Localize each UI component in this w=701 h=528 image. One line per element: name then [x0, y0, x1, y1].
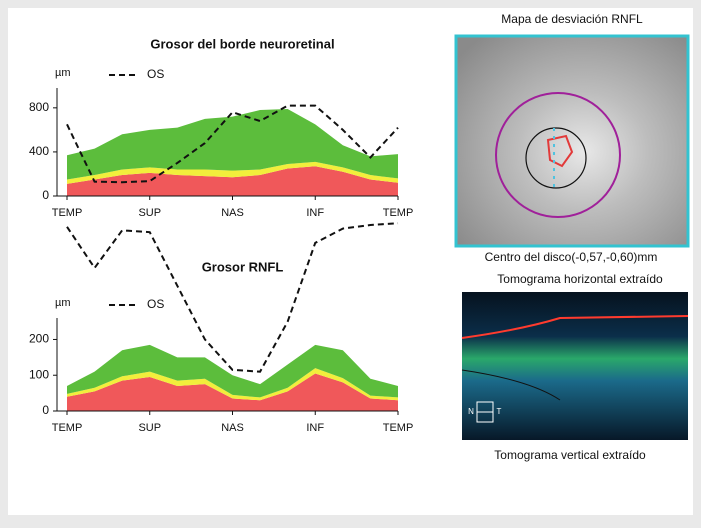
- x-tick-label: TEMP: [52, 422, 83, 434]
- y-tick-label: 0: [42, 188, 49, 202]
- legend-label: OS: [147, 297, 164, 311]
- v-tomogram-title: Tomograma vertical extraído: [494, 448, 646, 462]
- y-axis-label: µm: [55, 297, 71, 309]
- nasal-label: N: [468, 407, 474, 416]
- disc-center: Centro del disco(-0,57,-0,60)mm: [485, 250, 658, 264]
- chart-title: Grosor del borde neuroretinal: [150, 36, 334, 51]
- y-tick-label: 800: [29, 100, 49, 114]
- x-tick-label: TEMP: [383, 422, 414, 434]
- x-tick-label: SUP: [138, 207, 161, 219]
- x-tick-label: INF: [306, 207, 324, 219]
- temporal-label: T: [497, 407, 502, 416]
- h-tomogram-title: Tomograma horizontal extraído: [497, 272, 663, 286]
- x-tick-label: NAS: [221, 422, 244, 434]
- x-tick-label: SUP: [138, 422, 161, 434]
- x-tick-label: TEMP: [383, 207, 414, 219]
- chart-title: Grosor RNFL: [202, 259, 284, 274]
- tomogram: [462, 292, 688, 440]
- legend-label: OS: [147, 67, 164, 81]
- report: Mapa de desviación RNFL Centro del disco…: [0, 0, 701, 523]
- y-tick-label: 400: [29, 144, 49, 158]
- map-title: Mapa de desviación RNFL: [501, 12, 643, 26]
- y-tick-label: 0: [42, 403, 49, 417]
- x-tick-label: INF: [306, 422, 324, 434]
- y-tick-label: 200: [29, 332, 49, 346]
- x-tick-label: TEMP: [52, 207, 83, 219]
- y-axis-label: µm: [55, 67, 71, 79]
- x-tick-label: NAS: [221, 207, 244, 219]
- y-tick-label: 100: [29, 367, 49, 381]
